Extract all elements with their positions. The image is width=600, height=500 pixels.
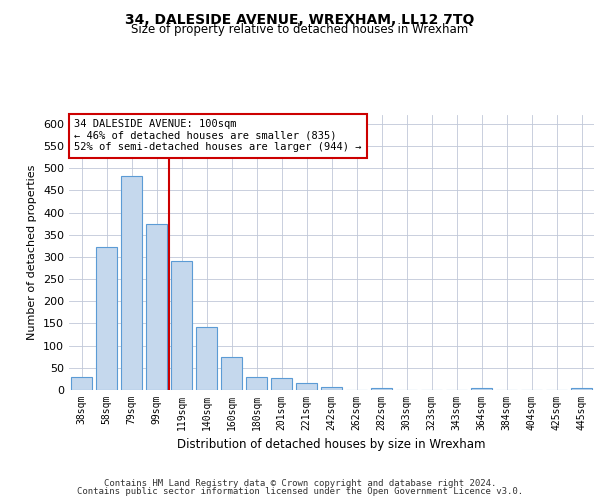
Text: Contains public sector information licensed under the Open Government Licence v3: Contains public sector information licen… (77, 487, 523, 496)
Bar (196, 326, 217, 390)
Bar (121, 176, 142, 390)
Bar (246, 376, 267, 390)
Bar (96, 247, 117, 390)
Bar (296, 384, 317, 390)
Bar (471, 388, 492, 390)
Text: Size of property relative to detached houses in Wrexham: Size of property relative to detached ho… (131, 22, 469, 36)
Bar (221, 356, 242, 390)
Y-axis label: Number of detached properties: Number of detached properties (28, 165, 37, 340)
Bar (271, 378, 292, 390)
Text: 34, DALESIDE AVENUE, WREXHAM, LL12 7TQ: 34, DALESIDE AVENUE, WREXHAM, LL12 7TQ (125, 12, 475, 26)
Bar (321, 387, 342, 390)
X-axis label: Distribution of detached houses by size in Wrexham: Distribution of detached houses by size … (177, 438, 486, 452)
Bar (71, 376, 92, 390)
Text: 34 DALESIDE AVENUE: 100sqm
← 46% of detached houses are smaller (835)
52% of sem: 34 DALESIDE AVENUE: 100sqm ← 46% of deta… (74, 119, 362, 152)
Bar (146, 224, 167, 390)
Bar (171, 262, 192, 390)
Bar (571, 388, 592, 390)
Bar (371, 388, 392, 390)
Text: Contains HM Land Registry data © Crown copyright and database right 2024.: Contains HM Land Registry data © Crown c… (104, 478, 496, 488)
